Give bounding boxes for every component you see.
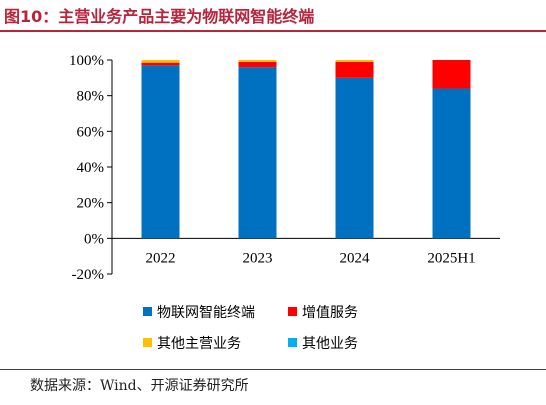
legend-swatch <box>143 338 152 347</box>
bar-segment <box>141 65 180 239</box>
bar-segment <box>238 61 277 68</box>
bar-segment <box>335 77 374 239</box>
bar-segment <box>238 60 277 62</box>
y-tick-label: 0% <box>84 231 104 247</box>
bar-segment <box>238 67 277 239</box>
y-tick-label: 100% <box>69 53 104 69</box>
bar-segment <box>432 60 471 89</box>
x-tick-label: 2022 <box>146 250 176 266</box>
bar-segment <box>335 61 374 78</box>
legend-label: 其他业务 <box>302 336 358 352</box>
bar-segment <box>141 60 180 63</box>
bar-segment <box>141 62 180 66</box>
x-tick-label: 2023 <box>243 250 273 266</box>
legend-label: 增值服务 <box>302 305 358 321</box>
y-tick-label: 60% <box>77 124 105 140</box>
legend-label: 物联网智能终端 <box>157 305 255 321</box>
title-divider <box>0 30 546 32</box>
y-tick-label: -20% <box>72 267 105 283</box>
bars <box>141 60 471 239</box>
source-divider <box>0 369 546 370</box>
source-note: 数据来源：Wind、开源证券研究所 <box>30 378 249 394</box>
x-tick-label: 2024 <box>340 250 371 266</box>
x-tick-label: 2025H1 <box>427 250 475 266</box>
legend-swatch <box>288 307 297 316</box>
bar-segment <box>432 88 471 239</box>
legend-swatch <box>143 307 152 316</box>
chart-title: 图10：主营业务产品主要为物联网智能终端 <box>4 7 315 26</box>
legend-label: 其他主营业务 <box>157 336 241 352</box>
tick-labels: -20% 0% 20% 40% 60% 80% 100% 2022 2023 2024 2025H1 <box>69 53 476 283</box>
legend-swatch <box>288 338 297 347</box>
y-tick-label: 20% <box>77 196 105 212</box>
bar-segment <box>335 60 374 62</box>
y-tick-label: 40% <box>77 160 105 176</box>
y-tick-label: 80% <box>77 89 105 105</box>
